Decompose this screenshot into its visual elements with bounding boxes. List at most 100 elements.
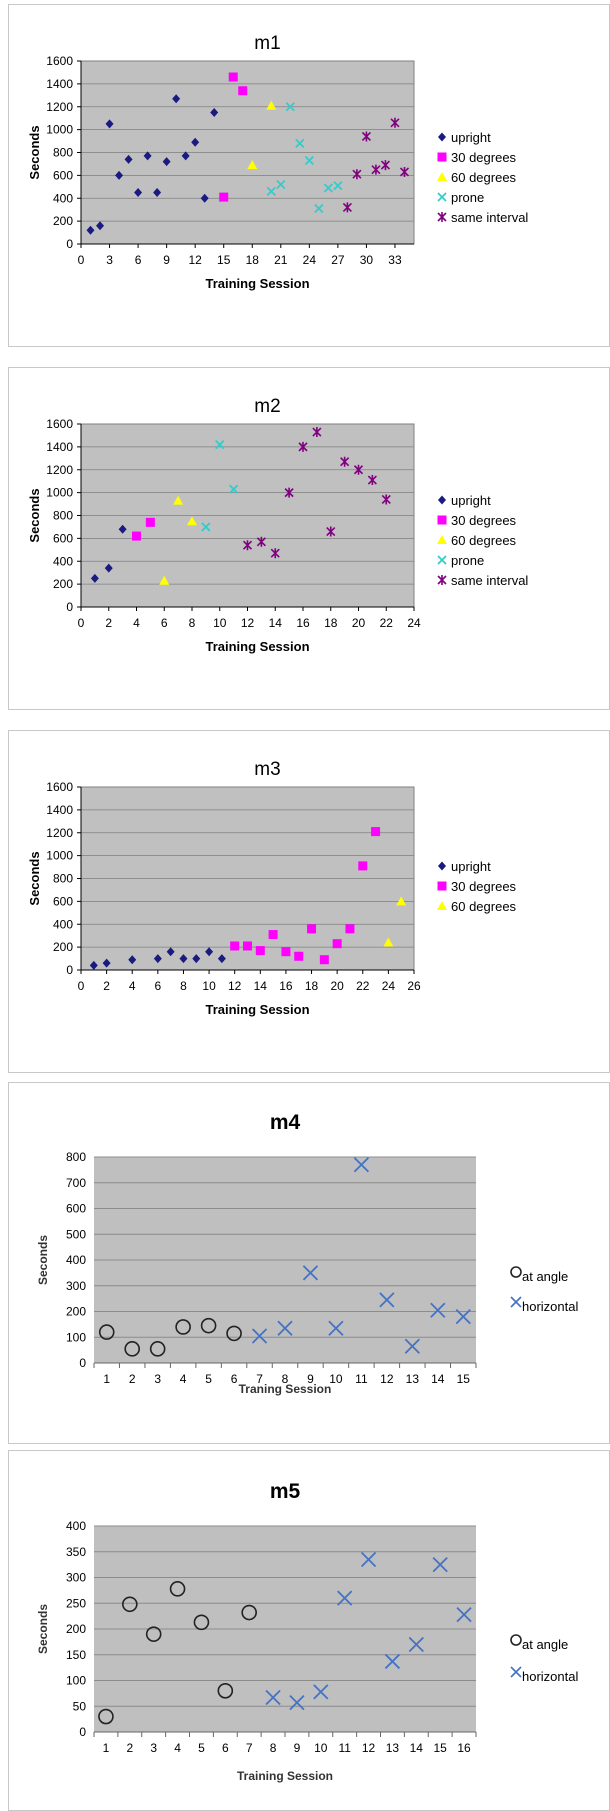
series-points bbox=[86, 72, 410, 235]
data-point bbox=[298, 441, 308, 452]
y-tick-label: 200 bbox=[66, 1305, 86, 1319]
y-tick-label: 0 bbox=[66, 600, 73, 614]
data-point bbox=[326, 526, 336, 537]
y-axis-label: Seconds bbox=[36, 1235, 50, 1285]
data-point bbox=[179, 954, 188, 964]
data-point bbox=[145, 1626, 162, 1642]
data-point bbox=[276, 179, 286, 190]
data-point bbox=[166, 947, 175, 957]
y-tick-label: 1600 bbox=[46, 54, 73, 68]
y-tick-label: 0 bbox=[79, 1725, 86, 1739]
data-point bbox=[379, 1292, 395, 1308]
legend-label: horizontal bbox=[522, 1669, 578, 1684]
legend-marker bbox=[437, 535, 447, 544]
y-tick-label: 600 bbox=[53, 531, 73, 545]
data-point bbox=[104, 563, 113, 573]
data-point bbox=[302, 1265, 319, 1281]
data-point bbox=[228, 484, 239, 494]
x-tick-label: 0 bbox=[78, 616, 85, 630]
legend-marker bbox=[437, 515, 447, 525]
y-tick-label: 1000 bbox=[46, 486, 73, 500]
x-tick-label: 4 bbox=[174, 1741, 181, 1755]
x-axis-label: Training Session bbox=[205, 276, 309, 291]
data-point bbox=[149, 1341, 166, 1357]
x-tick-label: 20 bbox=[330, 979, 344, 993]
x-tick-label: 4 bbox=[180, 1372, 187, 1386]
legend-marker bbox=[437, 555, 447, 565]
x-tick-label: 12 bbox=[362, 1741, 376, 1755]
x-tick-label: 2 bbox=[105, 616, 112, 630]
x-tick-label: 24 bbox=[303, 253, 317, 267]
x-tick-label: 4 bbox=[133, 616, 140, 630]
chart-title: m5 bbox=[270, 1480, 301, 1503]
x-tick-label: 11 bbox=[338, 1741, 351, 1755]
x-tick-label: 5 bbox=[198, 1741, 205, 1755]
data-point bbox=[268, 930, 278, 940]
legend-label: 30 degrees bbox=[451, 150, 517, 165]
x-tick-label: 30 bbox=[360, 253, 374, 267]
y-tick-label: 800 bbox=[53, 146, 73, 160]
x-tick-label: 11 bbox=[355, 1372, 368, 1386]
y-axis-label: Seconds bbox=[36, 1604, 50, 1654]
y-tick-label: 300 bbox=[66, 1571, 86, 1585]
y-tick-label: 400 bbox=[53, 191, 73, 205]
x-tick-label: 18 bbox=[246, 253, 260, 267]
data-point bbox=[217, 1683, 234, 1699]
data-point bbox=[192, 954, 201, 964]
x-tick-label: 14 bbox=[269, 616, 283, 630]
x-tick-label: 1 bbox=[103, 1372, 110, 1386]
data-point bbox=[128, 955, 137, 965]
data-point bbox=[86, 225, 95, 235]
chart-panel-m2: 0 200 400 600 800 1000 1200 1400 1600 0 2 4 6 8 10 12 14… bbox=[8, 367, 610, 710]
x-tick-label: 8 bbox=[282, 1372, 289, 1386]
y-tick-label: 400 bbox=[66, 1253, 86, 1267]
x-tick-label: 6 bbox=[161, 616, 168, 630]
y-tick-label: 800 bbox=[53, 509, 73, 523]
x-tick-label: 22 bbox=[356, 979, 370, 993]
data-point bbox=[153, 188, 162, 198]
y-tick-label: 50 bbox=[73, 1699, 87, 1713]
data-point bbox=[105, 119, 114, 129]
data-point bbox=[307, 924, 317, 934]
x-tick-label: 22 bbox=[380, 616, 394, 630]
legend-label: horizontal bbox=[522, 1299, 578, 1314]
x-tick-label: 6 bbox=[222, 1741, 229, 1755]
x-tick-label: 8 bbox=[180, 979, 187, 993]
data-point bbox=[219, 192, 229, 202]
y-tick-label: 250 bbox=[66, 1596, 86, 1610]
data-point bbox=[266, 100, 277, 110]
data-point bbox=[98, 1708, 114, 1725]
chart-title: m1 bbox=[254, 33, 280, 54]
data-point bbox=[169, 1581, 186, 1597]
data-point bbox=[265, 1689, 281, 1706]
data-point bbox=[404, 1338, 420, 1354]
x-tick-label: 8 bbox=[270, 1741, 277, 1755]
data-point bbox=[115, 170, 124, 180]
data-point bbox=[295, 138, 305, 148]
legend-marker bbox=[437, 192, 447, 202]
data-point bbox=[181, 151, 190, 161]
legend-marker bbox=[510, 1296, 522, 1308]
y-tick-label: 200 bbox=[53, 214, 73, 228]
data-point bbox=[345, 924, 355, 934]
data-point bbox=[384, 1653, 401, 1670]
data-point bbox=[256, 536, 266, 547]
data-point bbox=[399, 166, 410, 177]
data-point bbox=[238, 86, 248, 96]
data-point bbox=[205, 947, 214, 957]
y-tick-label: 350 bbox=[66, 1545, 86, 1559]
x-tick-label: 2 bbox=[129, 1372, 136, 1386]
chart-title: m3 bbox=[254, 759, 280, 780]
data-point bbox=[353, 1157, 370, 1173]
legend-label: at angle bbox=[522, 1269, 568, 1284]
y-tick-label: 600 bbox=[53, 894, 73, 908]
x-axis-label: Traning Session bbox=[239, 1382, 332, 1396]
data-point bbox=[241, 1604, 257, 1621]
data-point bbox=[408, 1636, 424, 1653]
y-tick-label: 0 bbox=[66, 237, 73, 251]
data-point bbox=[98, 1324, 115, 1340]
x-tick-label: 7 bbox=[256, 1372, 263, 1386]
data-point bbox=[380, 160, 391, 171]
data-point bbox=[390, 117, 400, 128]
